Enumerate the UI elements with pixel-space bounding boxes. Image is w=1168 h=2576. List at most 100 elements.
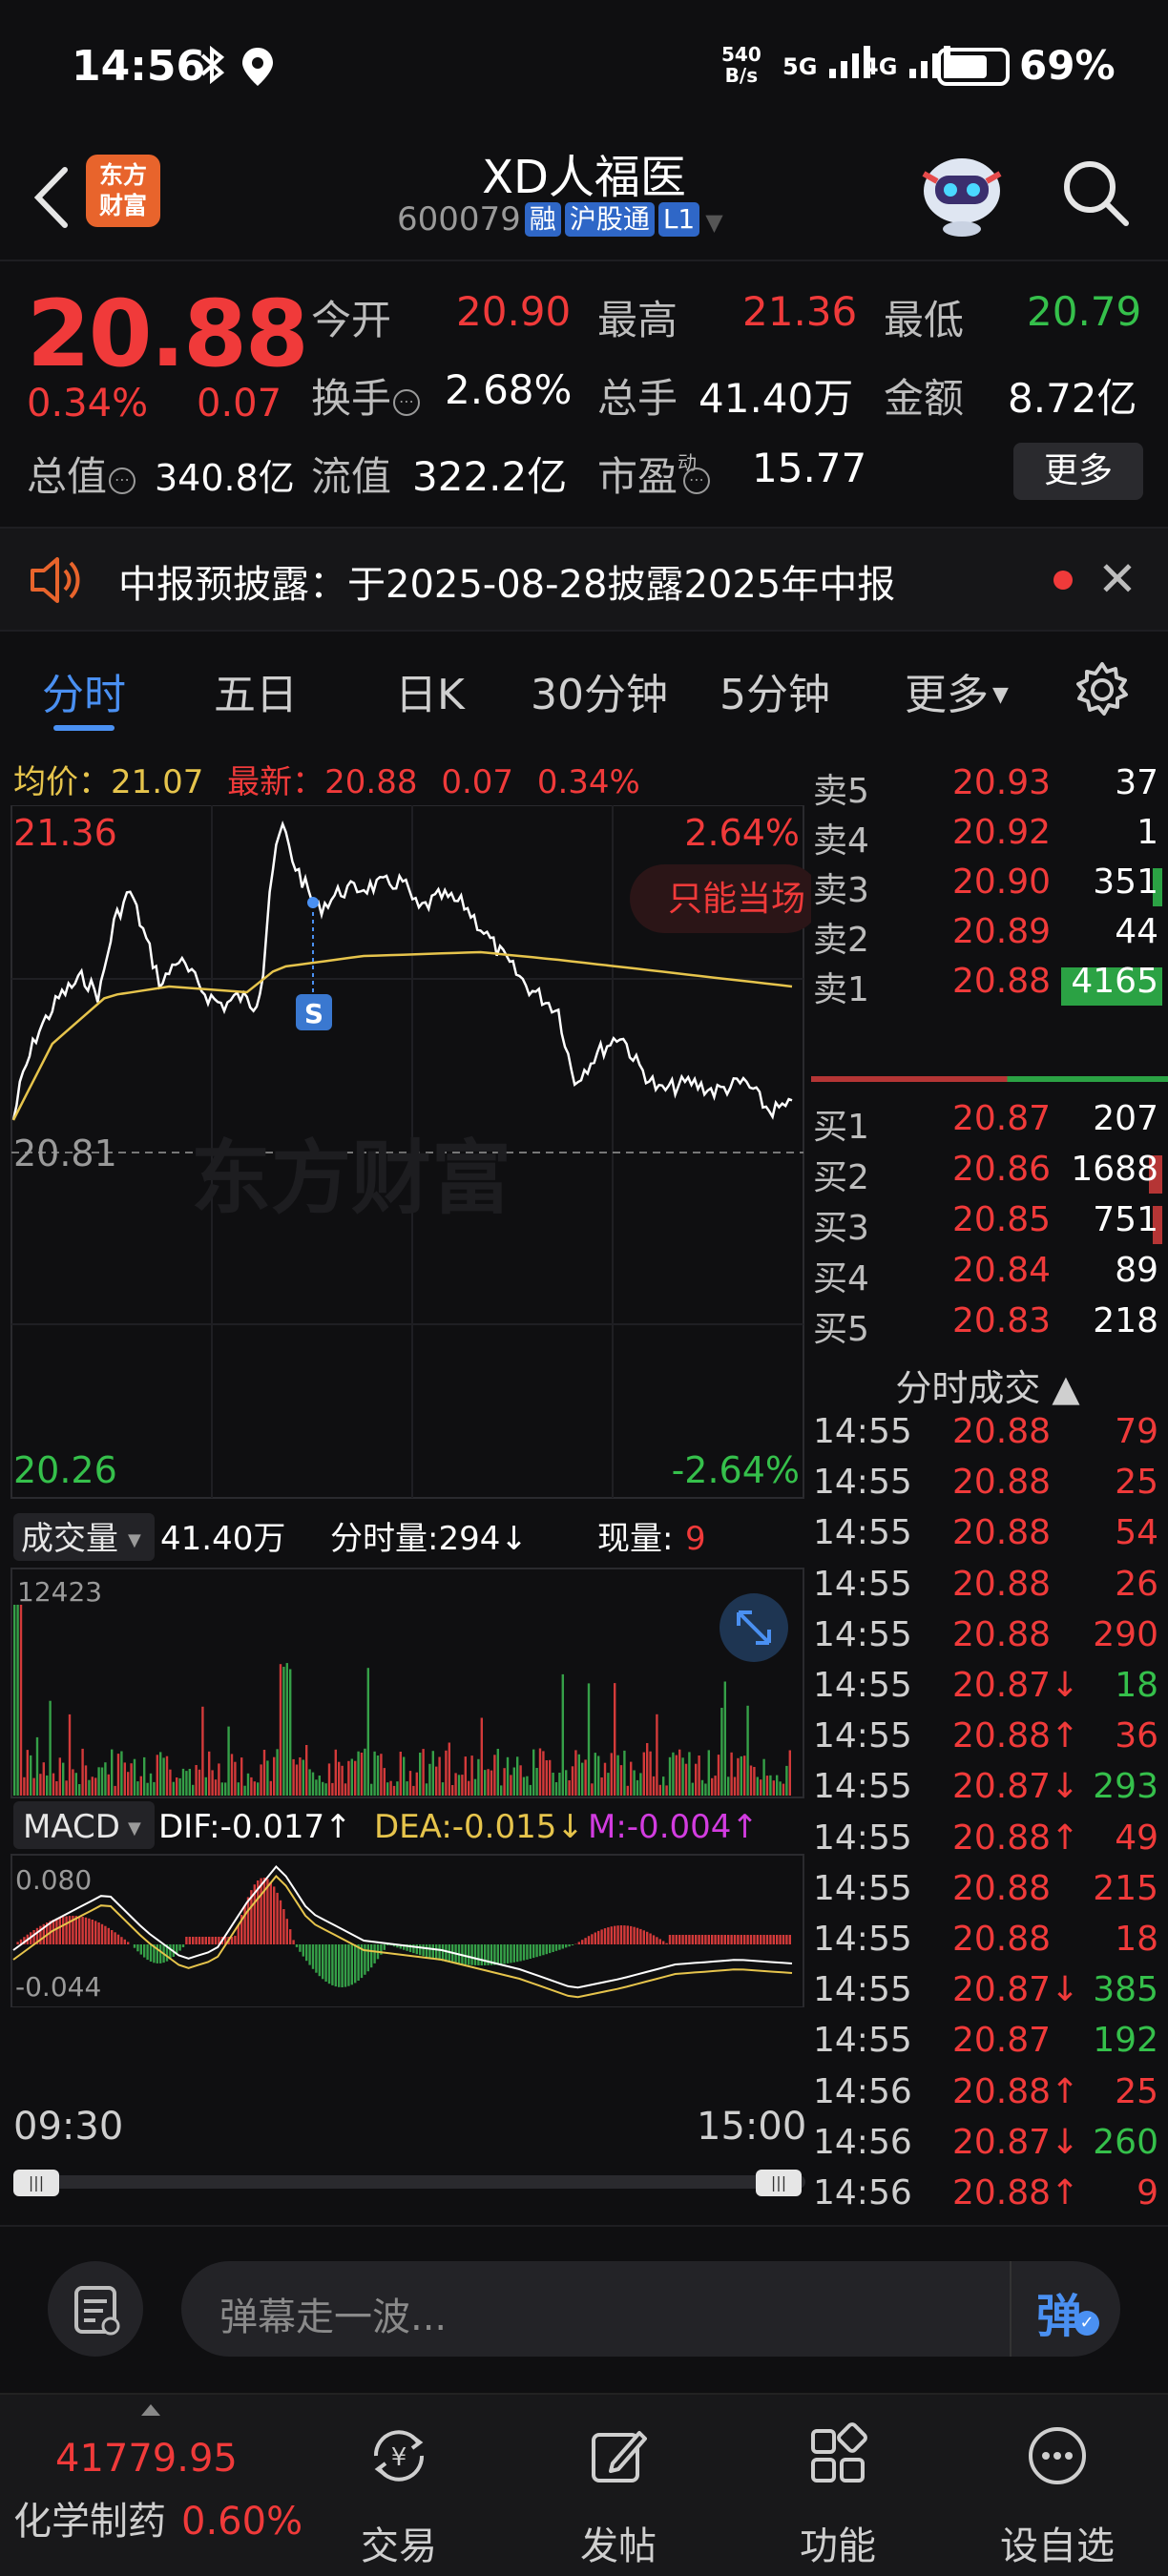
macd-bar <box>707 1935 710 1944</box>
volume-bar <box>208 1751 211 1796</box>
macd-bar <box>681 1935 684 1944</box>
range-slider-track[interactable] <box>13 2175 805 2189</box>
macd-bar <box>425 1944 428 1958</box>
price-chart-svg[interactable]: 东方财富 S 只能当场 21.36 2.64% 20.81 20.26 -2.6… <box>0 805 811 2007</box>
tab-daily-k[interactable]: 日K <box>395 671 465 719</box>
volume-bar <box>227 1726 230 1796</box>
order-volume: 44 <box>1115 912 1158 951</box>
close-icon[interactable]: ✕ <box>1097 551 1137 607</box>
bid-row[interactable]: 买2 20.86 1688 <box>813 1150 1162 1197</box>
macd-bar <box>62 1917 65 1944</box>
volume-bar <box>658 1784 661 1796</box>
volume-bar <box>684 1763 688 1796</box>
macd-bar <box>500 1944 503 1964</box>
order-level-label: 买4 <box>813 1259 869 1298</box>
danmu-send-button[interactable]: 弹 ✓ <box>1010 2261 1120 2357</box>
macd-bar <box>364 1944 366 1975</box>
tab-5min[interactable]: 5分钟 <box>720 671 830 719</box>
stock-header: 东方 财富 XD人福医 600079 融沪股通 L1 ▼ <box>0 134 1168 260</box>
bid-row[interactable]: 买3 20.85 751 <box>813 1200 1162 1248</box>
nav-trade[interactable]: ¥ 交易 <box>323 2412 475 2568</box>
ask-row[interactable]: 卖4 20.92 1 <box>813 813 1162 861</box>
volume-bar <box>406 1781 408 1796</box>
macd-bar <box>779 1935 782 1944</box>
nav-post[interactable]: 发帖 <box>542 2412 695 2568</box>
gear-icon[interactable] <box>1073 660 1132 719</box>
index-value[interactable]: 41779.95 <box>55 2437 238 2481</box>
sell-signal-badge[interactable] <box>296 994 332 1030</box>
macd-bar <box>123 1939 126 1944</box>
tab-more[interactable]: 更多 ▼ <box>905 671 1009 719</box>
ask-row[interactable]: 卖2 20.89 44 <box>813 912 1162 960</box>
macd-bar <box>250 1890 253 1944</box>
macd-bar <box>32 1930 35 1944</box>
volume-bar <box>545 1760 548 1796</box>
volume-bar <box>311 1772 315 1796</box>
bid-row[interactable]: 买4 20.84 89 <box>813 1251 1162 1298</box>
net-speed: 540 B/s <box>721 43 761 87</box>
macd-bar <box>403 1944 406 1950</box>
macd-bar <box>711 1935 714 1944</box>
volume-bar <box>211 1770 214 1796</box>
macd-bar <box>630 1925 633 1944</box>
macd-bar <box>269 1881 272 1944</box>
order-level-label: 买1 <box>813 1108 869 1147</box>
ask-row[interactable]: 卖5 20.93 37 <box>813 763 1162 811</box>
macd-bar <box>204 1937 207 1944</box>
nav-function[interactable]: 功能 <box>761 2412 914 2568</box>
order-price: 20.87 <box>952 1099 1052 1138</box>
macd-bar <box>568 1944 571 1947</box>
volume-bar <box>568 1780 571 1796</box>
volume-bar <box>42 1762 45 1796</box>
tab-30min[interactable]: 30分钟 <box>531 671 668 719</box>
high-label: 最高 <box>597 297 678 343</box>
volume-bar <box>737 1757 740 1796</box>
macd-bar <box>211 1937 214 1944</box>
bid-row[interactable]: 买5 20.83 218 <box>813 1301 1162 1349</box>
danmu-input[interactable]: 弹幕走一波... 弹 ✓ <box>181 2261 1120 2357</box>
volume-bar <box>516 1756 519 1796</box>
tab-intraday[interactable]: 分时 <box>42 671 126 719</box>
notice-banner[interactable]: 中报预披露：于2025-08-28披露2025年中报 ✕ <box>0 527 1168 632</box>
macd-bar <box>322 1944 324 1980</box>
macd-bar <box>577 1942 580 1944</box>
assistant-robot-icon[interactable] <box>916 147 1008 239</box>
pe-label: 市盈动⋯ <box>597 445 711 503</box>
nav-add-favorite[interactable]: 设自选 <box>981 2412 1134 2568</box>
trade-row: 14:55 20.88 79 <box>813 1412 1162 1460</box>
macd-bar <box>299 1944 302 1952</box>
ask-row[interactable]: 卖1 20.88 4165 <box>813 962 1162 1009</box>
macd-dea: DEA:-0.015↓ <box>374 1808 584 1846</box>
range-slider-right-handle[interactable]: ||| <box>756 2170 802 2196</box>
search-icon[interactable] <box>1057 155 1134 231</box>
tab-five-day[interactable]: 五日 <box>214 671 298 719</box>
volume-bar <box>419 1753 422 1796</box>
trades-title[interactable]: 分时成交 ▲ <box>895 1367 1080 1409</box>
volume-bar <box>1153 868 1162 906</box>
order-price: 20.93 <box>952 763 1052 802</box>
volume-bar <box>399 1752 402 1796</box>
macd-bar <box>392 1944 396 1947</box>
order-volume: 1688 <box>1071 1150 1158 1189</box>
macd-select[interactable] <box>13 1801 155 1849</box>
macd-bar <box>581 1940 584 1944</box>
bid-row[interactable]: 买1 20.87 207 <box>813 1099 1162 1147</box>
macd-bar <box>762 1935 765 1944</box>
doc-button[interactable] <box>48 2261 143 2357</box>
range-slider-left-handle[interactable]: ||| <box>13 2170 59 2196</box>
more-button[interactable]: 更多 <box>1013 443 1143 500</box>
volume-bar <box>675 1755 678 1796</box>
index-name[interactable]: 化学制药 0.60% <box>13 2500 303 2544</box>
eastmoney-logo[interactable]: 东方 财富 <box>86 155 160 227</box>
ask-row[interactable]: 卖3 20.90 351 <box>813 862 1162 910</box>
volume-bar <box>257 1782 260 1796</box>
macd-bar <box>788 1935 791 1944</box>
volume-bar <box>357 1751 360 1796</box>
trade-price: 20.87↓ <box>952 2122 1080 2162</box>
volume-bar <box>591 1783 594 1796</box>
volume-select[interactable] <box>13 1513 155 1561</box>
back-arrow-icon[interactable] <box>27 164 84 231</box>
volume-bar <box>285 1663 288 1796</box>
stock-code-line[interactable]: 600079 融沪股通 L1 ▼ <box>397 200 723 239</box>
volume-now-value: 9 <box>685 1520 706 1558</box>
